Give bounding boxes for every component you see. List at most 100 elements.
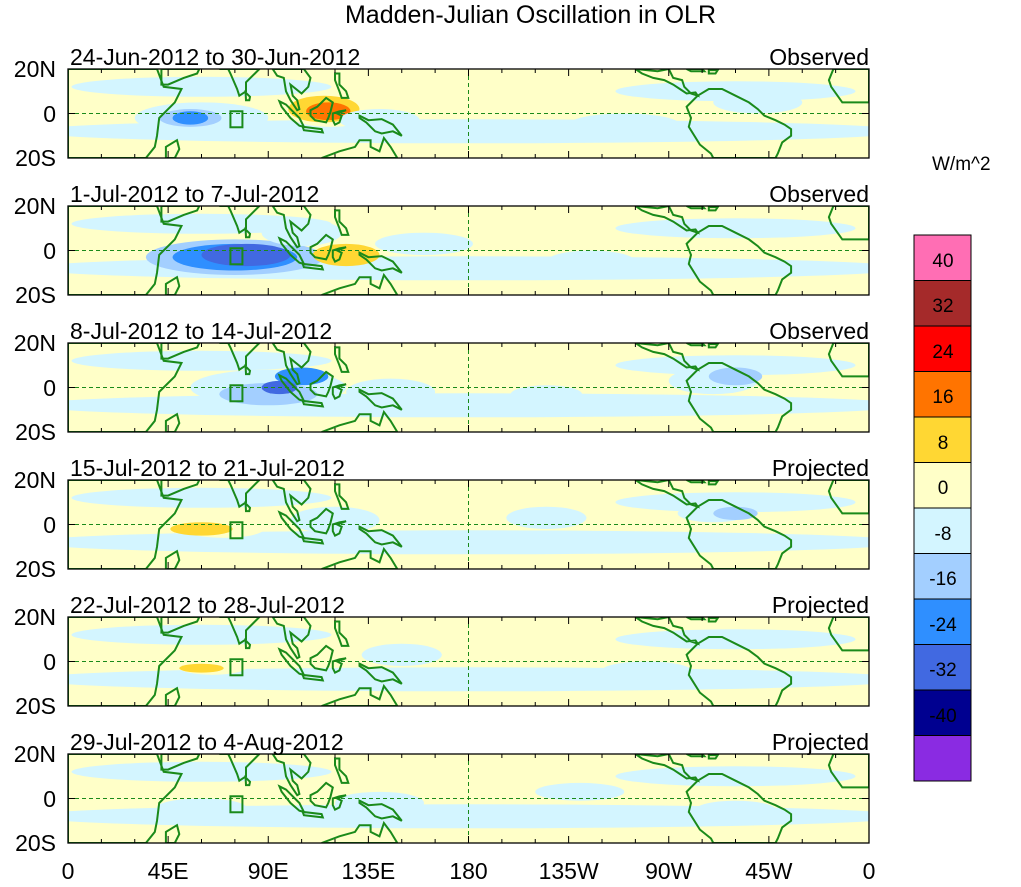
lat-label: 20S — [15, 556, 56, 582]
anomaly-blob — [695, 800, 776, 819]
colorbar-label: -32 — [929, 660, 957, 682]
coastline — [685, 362, 793, 432]
anomaly-band — [615, 218, 856, 239]
coastline — [309, 233, 334, 261]
coastline — [334, 72, 350, 99]
anomaly-field — [68, 480, 869, 569]
coastline — [686, 343, 707, 347]
coastline — [271, 480, 312, 523]
coastline — [707, 343, 720, 349]
coastline — [244, 363, 252, 376]
colorbar-label: 8 — [937, 432, 949, 454]
coastline — [686, 69, 707, 73]
coastline — [160, 617, 201, 634]
colorbar-swatch — [913, 689, 972, 736]
anomaly-band — [71, 350, 332, 371]
coastline — [634, 69, 701, 98]
coastline — [827, 206, 869, 241]
panel-date-range: 29-Jul-2012 to 4-Aug-2012 — [70, 729, 344, 755]
coastline — [271, 206, 312, 249]
coastline — [219, 206, 261, 235]
panel-date-range: 8-Jul-2012 to 14-Jul-2012 — [70, 318, 333, 344]
coastline — [160, 480, 201, 497]
colorbar-swatch — [913, 462, 972, 509]
panel-status: Observed — [769, 318, 869, 344]
colorbar — [913, 234, 972, 782]
anomaly-blob — [361, 643, 442, 666]
anomaly-blob — [535, 782, 625, 801]
coastline — [358, 525, 403, 548]
lat-label: 20S — [15, 282, 56, 308]
colorbar-swatch — [913, 325, 972, 372]
coastline — [334, 346, 350, 373]
colorbar-label: 32 — [932, 296, 954, 318]
anomaly-band — [71, 624, 332, 645]
coastline — [634, 480, 701, 509]
anomaly-band — [71, 487, 332, 508]
coastline — [358, 662, 403, 685]
coastline — [219, 343, 261, 372]
coastline — [686, 754, 707, 758]
coastline — [707, 69, 720, 75]
map-panel-2 — [67, 205, 870, 296]
anomaly-band — [68, 804, 869, 829]
coastline — [321, 820, 399, 843]
anomaly-blob — [510, 385, 582, 404]
coastline — [321, 135, 399, 158]
coastline — [686, 617, 707, 621]
coastline — [334, 757, 350, 784]
coastline — [219, 480, 261, 509]
lat-label: 20N — [13, 741, 56, 767]
coastline — [685, 636, 793, 706]
lon-label: 135E — [341, 858, 396, 884]
chart-title: Madden-Julian Oscillation in OLR — [344, 1, 716, 29]
coastline — [827, 480, 869, 515]
coastline — [321, 409, 399, 432]
coastline — [331, 794, 347, 811]
lat-label: 20N — [13, 193, 56, 219]
coastline — [160, 343, 201, 360]
lat-label: 20N — [13, 604, 56, 630]
coastline — [219, 69, 261, 98]
lat-label: 20S — [15, 830, 56, 856]
anomaly-field — [68, 343, 869, 432]
anomaly-band — [71, 761, 332, 782]
panel-status: Projected — [771, 729, 869, 755]
panel-date-range: 24-Jun-2012 to 30-Jun-2012 — [70, 44, 361, 70]
coastline — [301, 673, 325, 682]
coastline — [219, 617, 261, 646]
anomaly-field — [68, 69, 869, 158]
lat-label: 20N — [13, 56, 56, 82]
coastline — [827, 69, 869, 104]
coastline — [331, 657, 347, 674]
map-panel-6 — [67, 753, 870, 844]
reference-box — [229, 658, 244, 677]
coastline — [301, 536, 325, 545]
colorbar-label: 24 — [932, 341, 954, 363]
coastline — [358, 114, 403, 137]
coastline — [164, 275, 181, 295]
colorbar-swatch — [913, 598, 972, 645]
anomaly-band — [615, 629, 856, 650]
coastline — [219, 754, 261, 783]
anomaly-blob — [708, 367, 763, 386]
lon-label: 45E — [147, 858, 189, 884]
coastline — [827, 343, 869, 378]
coastline — [707, 206, 720, 212]
coastline — [271, 617, 312, 660]
anomaly-blob — [506, 506, 587, 529]
coastline — [164, 412, 181, 432]
coastline — [301, 125, 325, 134]
reference-box — [229, 521, 244, 540]
coastline — [331, 383, 347, 400]
coastline — [685, 225, 793, 295]
lat-label: 20S — [15, 145, 56, 171]
panel-status: Observed — [769, 44, 869, 70]
panel-date-range: 22-Jul-2012 to 28-Jul-2012 — [70, 592, 345, 618]
coastline — [301, 399, 325, 408]
coastline — [160, 754, 201, 771]
coastline — [244, 774, 252, 787]
coastline — [358, 799, 403, 822]
colorbar-label: 0 — [937, 478, 949, 500]
